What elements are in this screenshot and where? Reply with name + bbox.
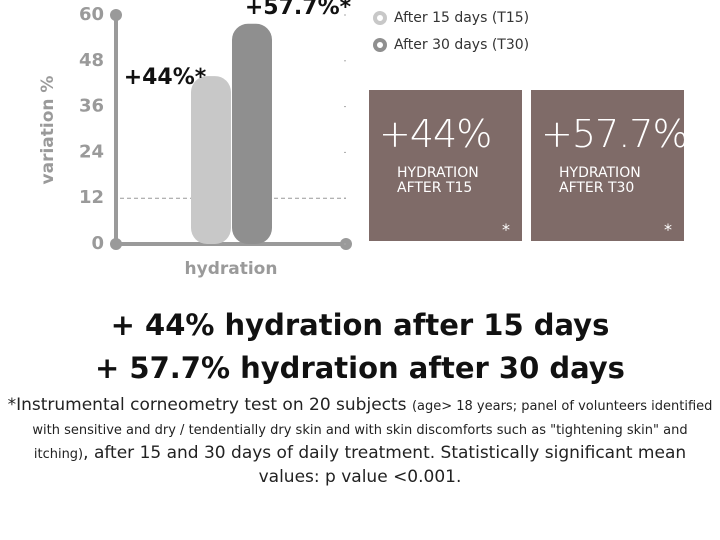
y-tick-label: 36 — [79, 96, 104, 117]
y-tick-label: 48 — [79, 50, 104, 71]
footnote: *Instrumental corneometry test on 20 sub… — [6, 394, 714, 489]
y-tick-label: 60 — [79, 4, 104, 25]
legend-label: After 15 days (T15) — [394, 10, 529, 26]
stat-box: +57.7% HYDRATION AFTER T30 * — [531, 90, 689, 241]
stat-label: HYDRATION AFTER T15 — [397, 165, 479, 196]
footnote-detail: (age> 18 years; panel of volunteers iden… — [32, 399, 713, 462]
legend-marker-inner — [377, 42, 383, 48]
stat-label: HYDRATION AFTER T30 — [559, 165, 641, 196]
stat-box: +44% HYDRATION AFTER T15 * — [369, 90, 522, 241]
value-label: +57.7%* — [245, 0, 352, 20]
footnote-text: , after 15 and 30 days of daily treatmen… — [83, 443, 687, 487]
stat-note: * — [502, 220, 510, 239]
axis-end — [110, 9, 122, 21]
legend-label: After 30 days (T30) — [394, 37, 529, 53]
y-axis-label: variation % — [38, 76, 58, 185]
y-tick-label: 0 — [91, 233, 104, 254]
y-tick-label: 24 — [79, 141, 104, 162]
x-tick-label: hydration — [185, 259, 278, 279]
footnote-text: *Instrumental corneometry test on 20 sub… — [7, 395, 412, 415]
chart: variation % 01224364860hydration+44%*+57… — [38, 0, 529, 279]
headline-line: + 57.7% hydration after 30 days — [95, 351, 625, 385]
headline-line: + 44% hydration after 15 days — [110, 308, 610, 342]
bar — [232, 23, 272, 244]
headline: + 44% hydration after 15 days + 57.7% hy… — [0, 304, 720, 390]
stat-value: +57.7% — [541, 112, 689, 156]
value-label: +44%* — [124, 65, 207, 90]
y-tick-label: 12 — [79, 187, 104, 208]
stat-note: * — [664, 220, 672, 239]
stat-value: +44% — [379, 112, 492, 156]
bar — [191, 76, 231, 244]
axis-end — [110, 238, 122, 250]
legend-marker-inner — [377, 15, 383, 21]
